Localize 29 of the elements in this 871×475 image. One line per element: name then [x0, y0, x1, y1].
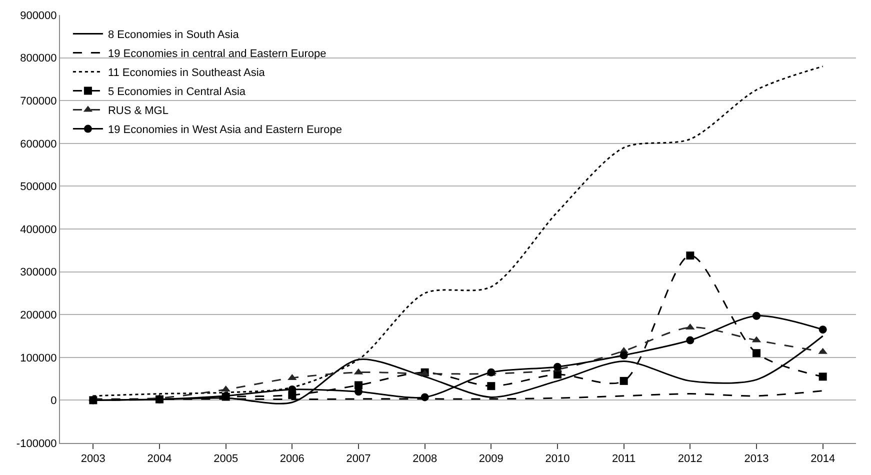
x-tick-label: 2003 — [80, 453, 106, 466]
y-tick-label: 700000 — [20, 95, 57, 108]
y-tick-label: 100000 — [20, 352, 57, 364]
y-tick-label: 200000 — [20, 309, 57, 322]
x-tick-label: 2006 — [280, 453, 304, 466]
x-tick-label: 2010 — [545, 453, 570, 466]
x-tick-label: 2005 — [214, 453, 238, 466]
y-tick-label: 300000 — [20, 266, 57, 279]
legend-label: 19 Economies in West Asia and Eastern Europe — [108, 124, 342, 136]
y-tick-label: 600000 — [20, 138, 57, 150]
y-tick-label: -100000 — [16, 438, 57, 450]
legend-label: 11 Economies in Southeast Asia — [108, 67, 266, 80]
x-tick-label: 2008 — [412, 453, 438, 466]
legend-label: 5 Economies in Central Asia — [108, 86, 246, 98]
x-tick-label: 2009 — [478, 453, 504, 466]
y-tick-label: 500000 — [20, 181, 57, 194]
y-tick-label: 400000 — [20, 224, 57, 236]
x-tick-label: 2012 — [678, 453, 702, 466]
legend-label: 19 Economies in central and Eastern Europe — [108, 48, 326, 60]
legend-label: 8 Economies in South Asia — [108, 29, 240, 42]
x-tick-label: 2013 — [744, 453, 769, 466]
y-tick-label: 800000 — [20, 52, 57, 65]
y-tick-label: 900000 — [20, 10, 57, 22]
legend-label: RUS & MGL — [108, 105, 168, 118]
x-tick-label: 2007 — [346, 453, 371, 466]
x-tick-label: 2011 — [612, 453, 636, 466]
y-tick-label: 0 — [50, 395, 57, 408]
x-tick-label: 2014 — [810, 453, 836, 466]
x-tick-label: 2004 — [147, 453, 172, 466]
